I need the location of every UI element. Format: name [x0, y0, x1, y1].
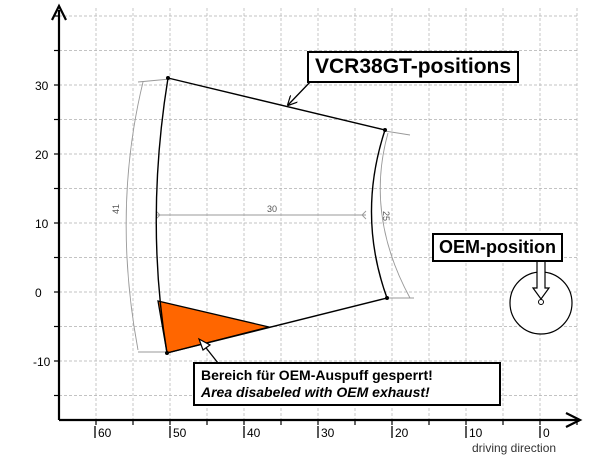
- y-tick-label: 30: [35, 79, 49, 93]
- x-tick-label: 60: [98, 426, 112, 440]
- x-tick-label: 20: [395, 426, 409, 440]
- dimension-labels: 41 30 25: [111, 204, 391, 221]
- x-tick-label: 0: [543, 426, 550, 440]
- dim-right-label: 25: [381, 211, 391, 221]
- y-tick-label: 0: [35, 286, 42, 300]
- y-tick-label: -10: [33, 355, 51, 369]
- x-tick-label: 10: [469, 426, 483, 440]
- x-tick-label: 50: [173, 426, 187, 440]
- vcr-positions-label: VCR38GT-positions: [307, 51, 520, 83]
- x-tick-label: 30: [321, 426, 335, 440]
- vcr-pointer-arrow: [288, 79, 313, 105]
- y-tick-label: 10: [35, 217, 49, 231]
- driving-direction-label: driving direction: [472, 441, 556, 455]
- x-tick-labels: 60 50 40 30 20 10 0: [94, 426, 550, 440]
- dim-left-label: 41: [111, 204, 121, 214]
- oem-position-marker: [509, 271, 573, 335]
- y-tick-marks: [54, 15, 59, 397]
- y-tick-label: 20: [35, 148, 49, 162]
- oem-pointer-arrow: [531, 257, 551, 301]
- region-corners: [165, 76, 389, 355]
- dimension-lines: [125, 78, 414, 353]
- note-pointer-arrow: [197, 337, 219, 364]
- x-tick-marks: [95, 420, 578, 425]
- blocked-area: [157, 300, 270, 354]
- y-tick-labels: 30 20 10 0 -10: [33, 79, 51, 369]
- dim-span-label: 30: [267, 204, 277, 214]
- oem-position-label: OEM-position: [432, 233, 563, 262]
- x-tick-label: 40: [247, 426, 261, 440]
- exhaust-note-german: Bereich für OEM-Auspuff gesperrt!: [201, 367, 433, 383]
- exhaust-note-english: Area disabeled with OEM exhaust!: [201, 384, 430, 400]
- exhaust-note: Bereich für OEM-Auspuff gesperrt! Area d…: [193, 362, 501, 406]
- y-axis: [51, 3, 67, 420]
- x-axis: [59, 412, 583, 428]
